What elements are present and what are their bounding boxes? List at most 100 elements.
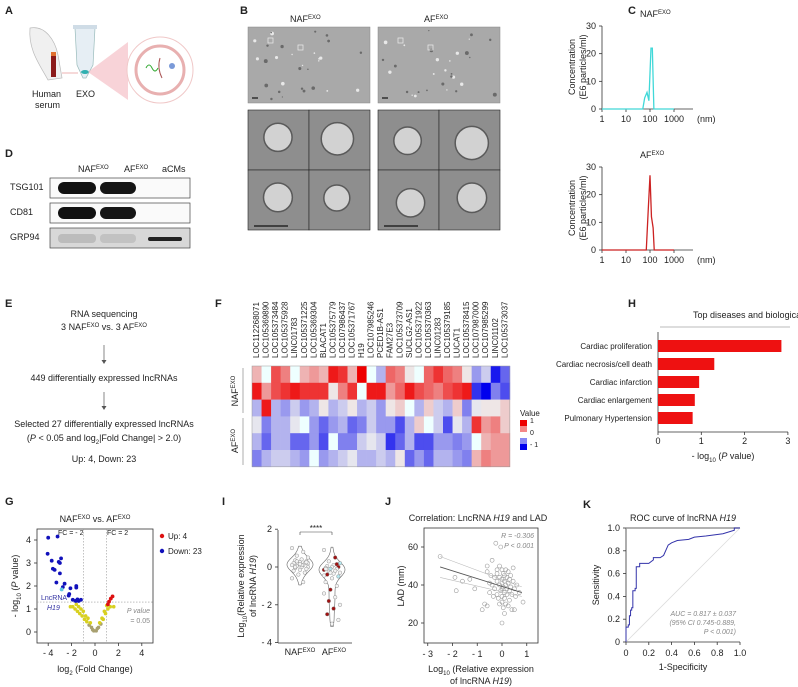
heatmap-cell bbox=[500, 366, 511, 384]
scatter-point bbox=[484, 563, 490, 569]
heatmap-cell bbox=[423, 433, 434, 451]
volcano-x-tick-label: 0 bbox=[92, 648, 97, 658]
bar-x-tick-label: 2 bbox=[742, 436, 747, 446]
tem-particle bbox=[383, 40, 388, 45]
nta-ylabel-2: (E6 particles/ml) bbox=[578, 175, 588, 240]
tem-header-naf: NAFEXO bbox=[290, 14, 321, 24]
roc-y-tick-label: 0.8 bbox=[607, 546, 620, 556]
heatmap-gene-label: LOC105373484 bbox=[271, 301, 280, 358]
scatter-point bbox=[497, 601, 502, 607]
heatmap-cell bbox=[404, 450, 415, 468]
heatmap-cell bbox=[309, 433, 320, 451]
heatmap-cell bbox=[376, 450, 386, 468]
volcano-point-down bbox=[66, 593, 71, 598]
y1: Log bbox=[236, 623, 246, 638]
heatmap-cell bbox=[299, 382, 310, 400]
scatter-point bbox=[472, 586, 478, 592]
bar-x-tick-label: 1 bbox=[699, 436, 704, 446]
g: EXO bbox=[231, 375, 237, 388]
heatmap-cell bbox=[423, 450, 434, 468]
scatter-point bbox=[494, 571, 500, 576]
volcano-x-label: log2 (Fold Change) bbox=[57, 664, 132, 677]
blot-column-label: AFEXO bbox=[124, 164, 149, 174]
bar-x-label: - log10 (P value) bbox=[692, 451, 755, 464]
heatmap-cell bbox=[385, 382, 396, 400]
nta-size-distribution-line-naf bbox=[602, 47, 674, 110]
volcano-point-ns bbox=[95, 626, 100, 631]
tem-particle bbox=[266, 44, 269, 47]
heatmap-cell bbox=[481, 382, 492, 400]
heatmap-border bbox=[251, 365, 511, 468]
heatmap-cell bbox=[280, 416, 291, 434]
exosome-vesicle bbox=[262, 182, 294, 213]
nta-y-tick-label: 0 bbox=[591, 104, 596, 114]
tem-particle bbox=[253, 39, 257, 43]
heatmap-cell bbox=[366, 366, 377, 384]
heatmap-cell bbox=[309, 399, 320, 417]
scatter-point bbox=[492, 586, 497, 592]
exosome-vesicle bbox=[393, 126, 423, 156]
heatmap-cell bbox=[271, 433, 281, 451]
heatmap-gene-label: H19 bbox=[357, 343, 366, 358]
volcano-x-tick-label: - 4 bbox=[43, 648, 54, 658]
y2c: ) bbox=[248, 555, 258, 558]
bar-category-label: Pulmonary Hypertension bbox=[564, 414, 652, 423]
scatter-point bbox=[508, 573, 513, 578]
violin-x-label-af-part: AF bbox=[322, 647, 334, 657]
confidence-band-lower bbox=[440, 577, 522, 597]
volcano-point-ns bbox=[102, 609, 107, 614]
heatmap-cell bbox=[376, 416, 386, 434]
roc-y-tick-label: 0.6 bbox=[607, 569, 620, 579]
nta-title-naf: NAFEXO bbox=[640, 9, 671, 19]
heatmap-cell bbox=[290, 382, 301, 400]
heatmap-cell bbox=[443, 382, 453, 400]
scatter-x-tick-label: - 2 bbox=[447, 649, 458, 659]
heatmap-cell bbox=[376, 382, 386, 400]
scatter-point bbox=[494, 567, 500, 573]
scatter-point bbox=[488, 573, 494, 578]
flow-step-1: RNA sequencing bbox=[70, 309, 137, 319]
roc-auc-annotation: P < 0.001) bbox=[704, 629, 736, 636]
legend-label: Up: 4 bbox=[168, 532, 188, 541]
y2: of lncRNA bbox=[248, 574, 258, 617]
heatmap-cell bbox=[395, 450, 406, 468]
heatmap-cell bbox=[328, 382, 339, 400]
roc-y-tick-label: 1.0 bbox=[607, 523, 620, 533]
blot-row-label-cd81: CD81 bbox=[10, 207, 33, 217]
heatmap-cell bbox=[395, 366, 406, 384]
volcano-plot-frame bbox=[36, 528, 154, 644]
violin-x-label-af: AFEXO bbox=[322, 647, 347, 657]
heatmap-cell bbox=[261, 399, 272, 417]
violin-point-af bbox=[333, 555, 338, 560]
volcano-point-ns bbox=[68, 604, 73, 609]
volcano-point-down bbox=[54, 580, 59, 585]
tem-particle bbox=[263, 59, 268, 64]
volcano-y-tick-label: 3 bbox=[26, 558, 31, 568]
volcano-point-down bbox=[52, 568, 57, 572]
heatmap-cell bbox=[309, 416, 320, 434]
bar-chart-title: Top diseases and biological functions bbox=[693, 310, 798, 320]
nta-y-tick-label: 20 bbox=[586, 190, 596, 200]
violin-point-af bbox=[334, 562, 339, 567]
human-serum-label: Human bbox=[32, 89, 61, 99]
volcano-x-label-part: (Fold Change) bbox=[73, 664, 133, 674]
heatmap-cell bbox=[414, 433, 425, 451]
violin-point-af bbox=[336, 574, 341, 579]
panel-label-g: G bbox=[5, 496, 14, 508]
scatter-point bbox=[504, 592, 510, 597]
heatmap-cell bbox=[252, 366, 262, 384]
tem-particle bbox=[469, 56, 471, 59]
tem-particle bbox=[381, 58, 385, 62]
heatmap-cell bbox=[271, 382, 281, 400]
volcano-title-part: AF bbox=[106, 514, 118, 524]
heatmap-legend-swatch bbox=[520, 426, 527, 432]
bar-category-label: Cardiac proliferation bbox=[580, 342, 652, 351]
heatmap-cell bbox=[385, 366, 396, 384]
nta-ylabel-2: (E6 particles/ml) bbox=[578, 34, 588, 99]
scatter-point bbox=[467, 576, 473, 582]
scatter-point bbox=[512, 607, 517, 613]
heatmap-cell bbox=[433, 450, 444, 468]
volcano-y-label-part: 10 bbox=[17, 593, 23, 600]
blot-column-label-part: EXO bbox=[96, 165, 109, 171]
heatmap-cell bbox=[309, 450, 320, 468]
